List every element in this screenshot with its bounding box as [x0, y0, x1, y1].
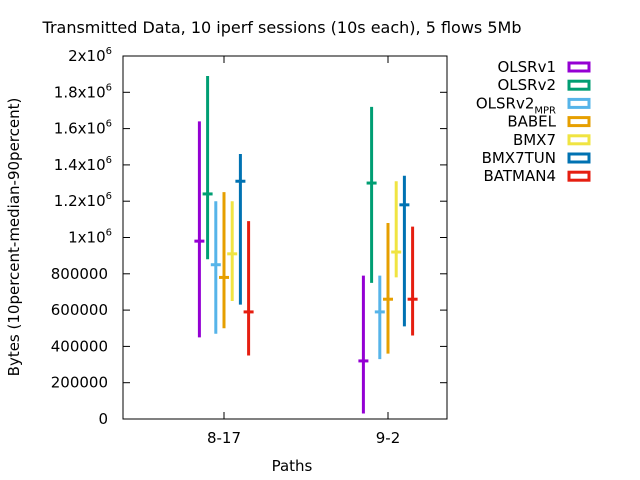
y-tick-label-exponent: 6: [106, 155, 112, 166]
legend-item: BMX7TUN: [482, 149, 591, 167]
y-tick-label: 0: [98, 410, 108, 428]
y-tick-label-base: 1.4x10: [54, 156, 106, 174]
data-series: [194, 75, 418, 414]
legend-swatch: [567, 116, 591, 128]
y-tick-label-exponent: 6: [106, 191, 112, 202]
legend-label-name: BMX7TUN: [482, 149, 556, 167]
y-tick-label-exponent: 6: [106, 46, 112, 57]
plot-frame: [122, 55, 448, 420]
legend-label: OLSRv2: [497, 76, 556, 94]
series-2: [210, 201, 385, 360]
legend-item: OLSRv2: [497, 76, 591, 94]
y-axis: 02000004000006000008000001x1061.2x1061.4…: [51, 46, 447, 428]
legend-swatch: [567, 152, 591, 164]
y-tick-label: 1x106: [68, 228, 112, 247]
x-tick-label: 8-17: [207, 429, 241, 447]
legend-swatch: [567, 134, 591, 146]
x-axis-label: Paths: [272, 457, 313, 475]
chart-title: Transmitted Data, 10 iperf sessions (10s…: [42, 18, 522, 37]
legend-swatch: [567, 97, 591, 109]
legend-label-subscript: MPR: [534, 105, 556, 116]
y-tick-label: 1.8x106: [54, 82, 112, 101]
legend-label-name: BATMAN4: [483, 167, 556, 185]
y-tick-label: 800000: [51, 265, 108, 283]
legend-label-name: BMX7: [513, 131, 556, 149]
y-tick-label-exponent: 6: [106, 119, 112, 130]
legend-label-name: OLSRv2: [476, 94, 535, 112]
y-tick-label: 600000: [51, 301, 108, 319]
legend-label: BABEL: [507, 113, 556, 131]
series-0: [194, 121, 369, 414]
y-tick-label-exponent: 6: [106, 82, 112, 93]
legend-item: OLSRv2MPR: [476, 94, 591, 116]
legend-label: BMX7TUN: [482, 149, 556, 167]
y-tick-label-base: 1x10: [68, 229, 106, 247]
legend-label: OLSRv2MPR: [476, 94, 556, 116]
legend-item: BMX7: [513, 131, 591, 149]
legend-label-name: OLSRv1: [497, 58, 556, 76]
series-3: [219, 192, 393, 354]
legend: OLSRv1OLSRv2OLSRv2MPRBABELBMX7BMX7TUNBAT…: [476, 58, 591, 185]
y-tick-label: 1.6x106: [54, 119, 112, 138]
series-1: [202, 75, 377, 283]
series-5: [235, 154, 410, 327]
y-tick-label-base: 1.8x10: [54, 83, 106, 101]
y-tick-label: 2x106: [68, 46, 112, 65]
y-tick-label: 1.2x106: [54, 191, 112, 210]
legend-label: BATMAN4: [483, 167, 556, 185]
legend-item: OLSRv1: [497, 58, 591, 76]
legend-swatch: [567, 170, 591, 182]
legend-label-name: BABEL: [507, 113, 556, 131]
y-axis-label: Bytes (10percent-median-90percent): [5, 98, 23, 377]
legend-item: BABEL: [507, 113, 591, 131]
legend-label: BMX7: [513, 131, 556, 149]
legend-swatch: [567, 61, 591, 73]
x-tick-label: 9-2: [376, 429, 401, 447]
x-axis: 8-17 9-2: [207, 56, 400, 447]
legend-label: OLSRv1: [497, 58, 556, 76]
legend-item: BATMAN4: [483, 167, 591, 185]
series-6: [243, 221, 418, 356]
legend-swatch: [567, 79, 591, 91]
series-4: [227, 181, 402, 302]
y-tick-label: 400000: [51, 337, 108, 355]
legend-label-name: OLSRv2: [497, 76, 556, 94]
y-tick-label-base: 2x10: [68, 47, 106, 65]
y-tick-label-base: 1.6x10: [54, 120, 106, 138]
y-tick-label-exponent: 6: [106, 228, 112, 239]
y-tick-label: 200000: [51, 374, 108, 392]
y-tick-label-base: 1.2x10: [54, 192, 106, 210]
y-tick-label: 1.4x106: [54, 155, 112, 174]
